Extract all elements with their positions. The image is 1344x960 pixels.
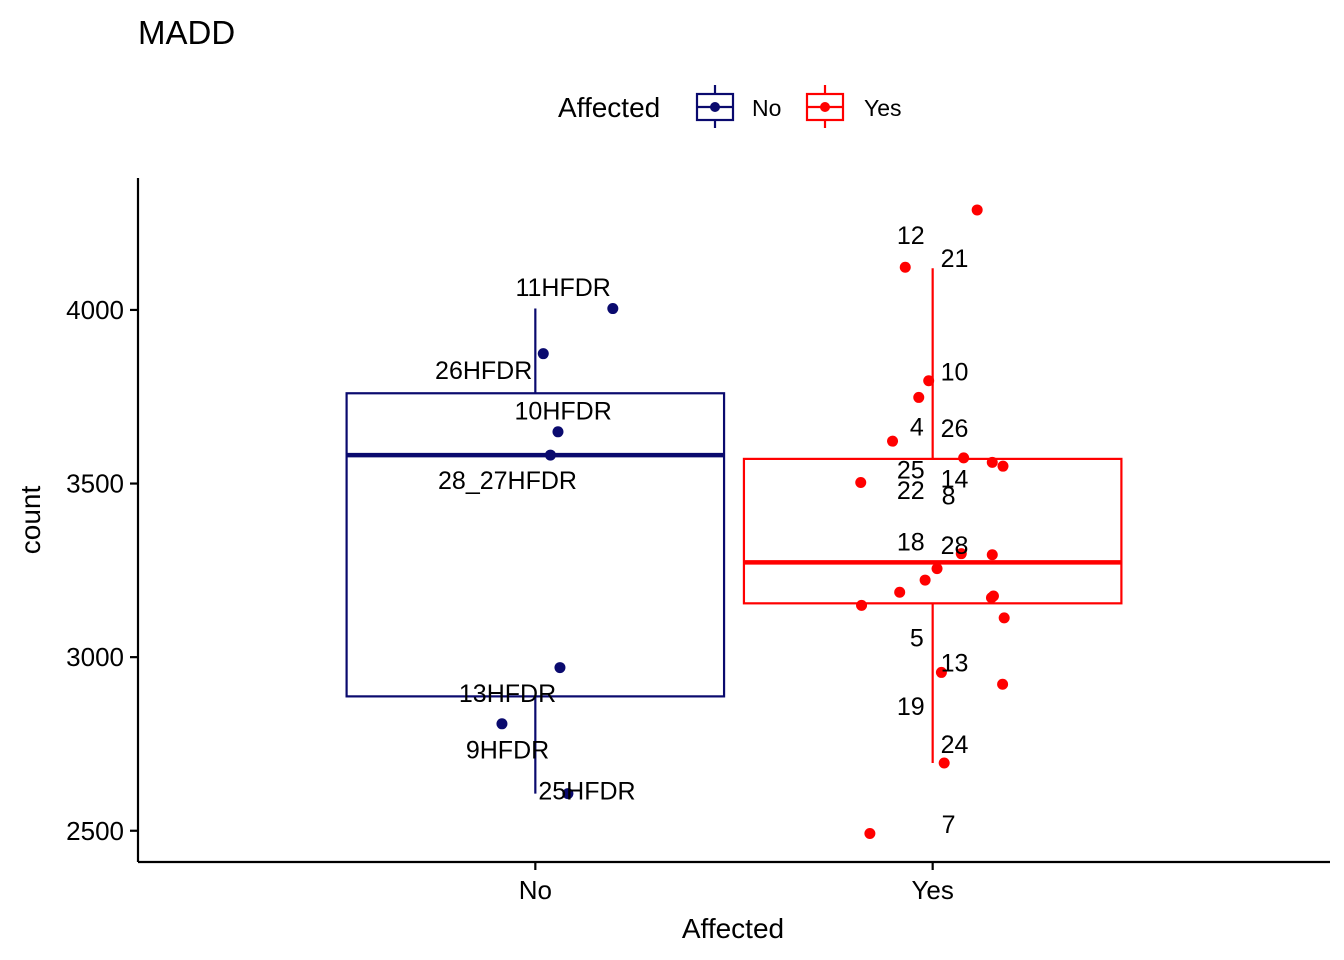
y-tick-label-2500: 2500 — [66, 816, 124, 846]
data-point-yes-6 — [958, 452, 970, 464]
point-label-yes-9: 22 — [897, 477, 925, 505]
point-label-yes-19: 13 — [941, 650, 969, 678]
legend-key-no — [695, 85, 735, 128]
data-point-yes-9 — [855, 477, 867, 489]
chart-title: MADD — [138, 14, 235, 51]
x-axis-title: Affected — [682, 913, 784, 944]
point-label-no-3: 10HFDR — [515, 398, 612, 426]
y-tick-label-3500: 3500 — [66, 469, 124, 499]
point-label-yes-2: 12 — [897, 222, 925, 250]
data-point-no-3 — [552, 426, 564, 438]
data-point-yes-14 — [894, 586, 906, 598]
data-point-yes-1 — [971, 204, 983, 216]
legend-key-yes — [805, 85, 845, 128]
data-point-yes-18 — [998, 612, 1010, 624]
point-label-no-7: 25HFDR — [538, 777, 635, 805]
data-point-yes-8 — [997, 460, 1009, 472]
x-tick-label-yes: Yes — [911, 875, 953, 905]
legend-key-yes-point — [820, 102, 830, 112]
legend-title: Affected — [558, 92, 660, 123]
point-label-yes-12: 28 — [941, 532, 969, 560]
point-label-no-2: 26HFDR — [435, 357, 532, 385]
data-point-yes-17 — [856, 599, 868, 611]
point-label-yes-5: 4 — [910, 414, 924, 442]
y-axis: 2500 3000 3500 4000 — [66, 295, 138, 846]
x-tick-label-no: No — [519, 875, 552, 905]
data-point-yes-3 — [923, 375, 935, 387]
data-point-no-6 — [496, 718, 508, 730]
data-point-yes-22 — [864, 828, 876, 840]
data-point-yes-2 — [899, 261, 911, 273]
point-label-yes-22: 7 — [942, 811, 956, 839]
data-point-yes-16 — [985, 592, 997, 604]
box-yes — [742, 457, 1123, 605]
point-label-yes-18: 5 — [910, 624, 924, 652]
data-point-no-1 — [607, 303, 619, 315]
y-tick-label-4000: 4000 — [66, 295, 124, 325]
data-point-no-5 — [554, 662, 566, 674]
point-label-no-6: 9HFDR — [466, 737, 549, 765]
point-label-yes-7: 25 — [897, 457, 925, 485]
box-no — [345, 392, 726, 698]
legend-label-no: No — [752, 95, 781, 121]
data-point-no-2 — [537, 348, 549, 360]
data-point-yes-10 — [986, 549, 998, 561]
series-yes: 12 21 10 4 26 25 14 22 8 18 28 5 13 19 24 7 — [742, 204, 1123, 840]
point-label-no-1: 11HFDR — [515, 274, 610, 302]
data-point-yes-13 — [919, 574, 931, 586]
data-point-yes-7 — [986, 456, 998, 468]
legend-key-no-point — [710, 102, 720, 112]
plot-area: 11HFDR 26HFDR 10HFDR 28_27HFDR 13HFDR 9HFDR 25… — [345, 204, 1123, 840]
data-point-yes-5 — [887, 435, 899, 447]
legend: Affected No Yes — [558, 85, 902, 128]
legend-label-yes: Yes — [864, 95, 902, 121]
y-tick-label-3000: 3000 — [66, 642, 124, 672]
point-label-no-5: 13HFDR — [459, 680, 556, 708]
data-point-no-4 — [544, 449, 556, 461]
point-label-yes-3: 21 — [941, 245, 969, 273]
series-no: 11HFDR 26HFDR 10HFDR 28_27HFDR 13HFDR 9HFDR 25… — [345, 274, 726, 805]
data-point-yes-12 — [931, 563, 943, 575]
point-label-no-4: 28_27HFDR — [438, 467, 577, 495]
y-axis-title: count — [15, 486, 46, 555]
point-label-yes-4: 10 — [941, 358, 969, 386]
point-label-yes-21: 24 — [941, 731, 969, 759]
point-label-yes-11: 18 — [897, 529, 925, 557]
data-point-yes-20 — [997, 678, 1009, 690]
data-point-no-7 — [562, 788, 574, 800]
data-point-yes-19 — [935, 666, 947, 678]
data-point-yes-21 — [938, 757, 950, 769]
x-axis: No Yes — [519, 862, 954, 905]
point-label-yes-8: 14 — [941, 465, 969, 493]
data-point-yes-11 — [955, 548, 967, 560]
point-label-yes-10: 8 — [942, 483, 956, 511]
point-label-yes-6: 26 — [941, 415, 969, 443]
point-label-yes-20: 19 — [897, 693, 925, 721]
data-point-yes-4 — [913, 391, 925, 403]
